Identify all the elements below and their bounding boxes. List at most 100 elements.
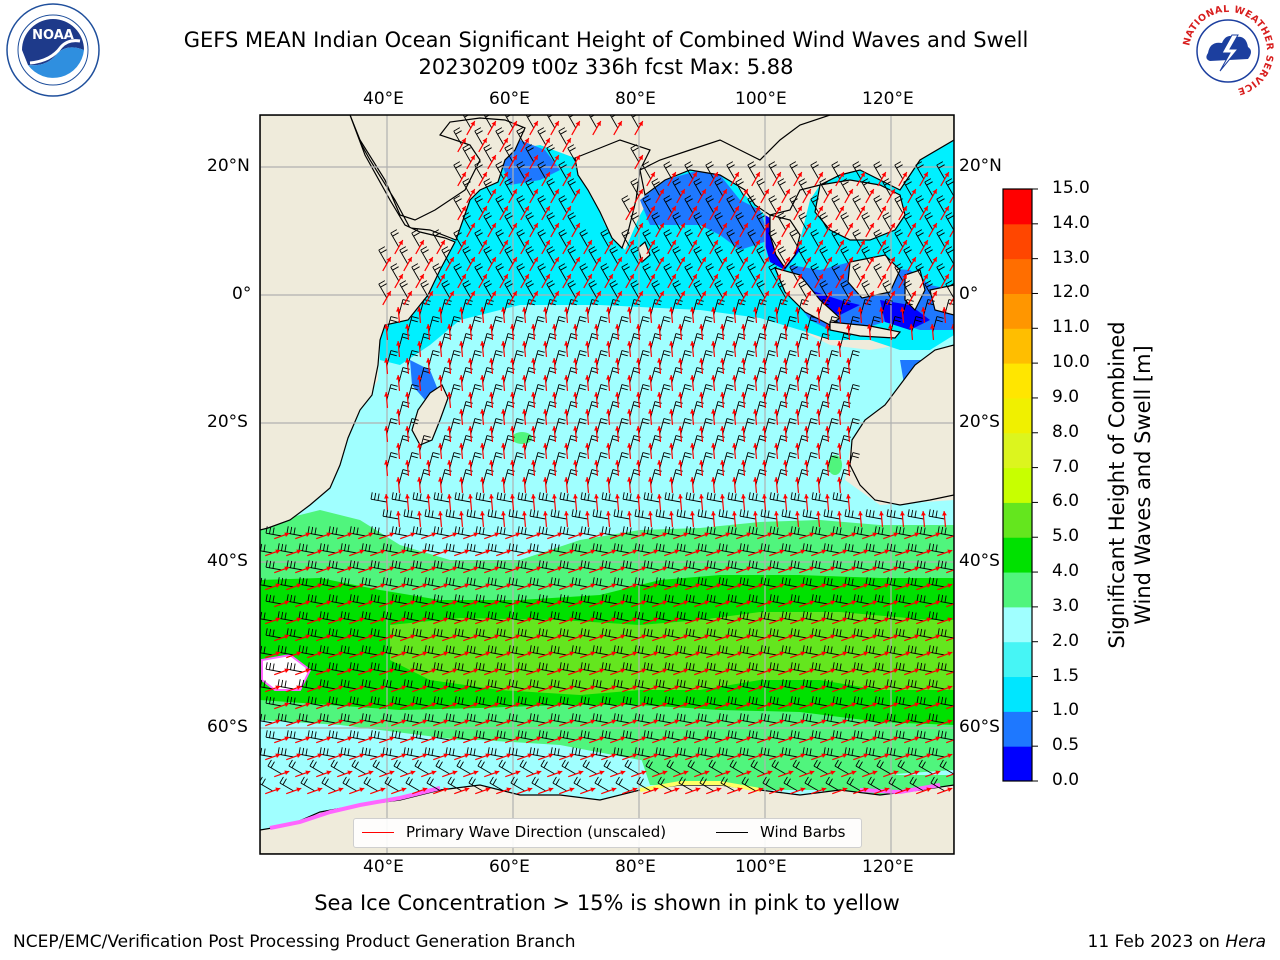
wind-barb-flag (609, 280, 617, 285)
wind-barb-flag (944, 629, 947, 637)
wind-barb-flag (319, 713, 322, 721)
wind-barb-flag (536, 544, 539, 552)
wind-barb-flag (349, 696, 352, 704)
wind-barb-flag (356, 663, 359, 671)
wind-barb-shaft (498, 765, 513, 775)
wind-barb-shaft (487, 651, 504, 656)
wave-arrow-head (722, 189, 727, 195)
wind-barb-flag (888, 776, 893, 784)
wind-barb-flag (664, 628, 667, 636)
wave-arrow-head (461, 206, 466, 212)
wind-barb-shaft (915, 232, 925, 248)
wind-barb-shaft (831, 266, 841, 282)
wind-barb-shaft (349, 702, 366, 707)
wind-barb-flag (566, 493, 569, 501)
wind-barb-shaft (321, 782, 336, 792)
wind-barb-flag (605, 526, 608, 534)
wind-barb-flag (458, 730, 461, 738)
wind-barb-flag (466, 679, 469, 687)
wave-arrow-head (573, 324, 578, 329)
wind-barb-flag (506, 283, 513, 288)
wind-barb-flag (538, 730, 541, 738)
wind-barb-shaft (764, 350, 770, 367)
wind-barb-flag (437, 730, 440, 738)
wind-barb-flag (692, 629, 695, 637)
wind-barb-flag (340, 645, 343, 653)
wind-barb-flag (789, 384, 797, 387)
wind-barb-flag (563, 594, 566, 602)
wind-barb-shaft (340, 617, 357, 622)
wind-barb-flag (454, 696, 457, 704)
wind-barb-shaft (391, 600, 408, 605)
wind-barb-flag (659, 509, 662, 517)
wind-barb-flag (524, 629, 527, 637)
wind-barb-flag (621, 229, 629, 234)
wind-barb-flag (941, 696, 944, 704)
wind-barb-flag (411, 316, 419, 319)
wind-barb-shaft (533, 350, 539, 367)
wind-barb-flag (527, 370, 535, 374)
wind-barb-flag (455, 198, 462, 203)
wind-barb-flag (580, 560, 583, 568)
wind-barb-flag (328, 628, 331, 636)
wind-barb-flag (672, 212, 680, 217)
wind-barb-shaft (495, 198, 505, 214)
wind-barb-flag (370, 730, 373, 738)
wind-barb-flag (601, 628, 604, 636)
wind-barb-flag (470, 645, 473, 653)
wind-barb-flag (608, 629, 611, 637)
wave-arrow-head (944, 206, 949, 212)
wind-barb-flag (902, 629, 905, 637)
wind-barb-shaft (516, 130, 526, 146)
wind-barb-flag (326, 646, 329, 654)
wind-barb-flag (632, 249, 639, 254)
wind-barb-flag (566, 527, 569, 535)
wind-barb-flag (390, 350, 398, 353)
wind-barb-flag (454, 730, 457, 738)
wind-barb-flag (722, 679, 725, 687)
wind-barb-shaft (474, 164, 484, 180)
wind-barb-shaft (496, 600, 513, 605)
wind-barb-shaft (776, 299, 782, 316)
wind-barb-shaft (756, 283, 766, 299)
wind-barb-flag (748, 696, 751, 704)
wave-arrow-head (858, 307, 863, 312)
wave-arrow-head (701, 291, 706, 297)
wind-barb-flag (716, 249, 723, 254)
wind-barb-shaft (907, 515, 924, 520)
wind-barb-flag (584, 526, 587, 534)
wind-barb-flag (779, 472, 787, 476)
wind-barb-flag (848, 645, 851, 653)
wind-barb-flag (685, 594, 688, 602)
wind-barb-flag (710, 560, 713, 568)
wave-arrow-head (384, 324, 389, 329)
wave-arrow-head (468, 324, 473, 329)
wind-barb-flag (795, 761, 800, 768)
wind-barb-flag (307, 730, 310, 738)
wind-barb-flag (494, 421, 502, 425)
wind-barb-flag (783, 776, 788, 784)
wind-barb-flag (571, 543, 574, 551)
wind-barb-shaft (676, 515, 693, 520)
wind-barb-flag (473, 353, 481, 357)
wind-barb-flag (706, 696, 709, 704)
wind-barb-flag (911, 713, 914, 721)
wind-barb-flag (335, 697, 338, 705)
wind-barb-flag (482, 527, 485, 535)
wind-barb-shaft (403, 685, 420, 690)
wind-barb-shaft (307, 668, 324, 673)
wind-barb-shaft (412, 668, 429, 673)
wind-barb-flag (559, 594, 562, 602)
wind-barb-flag (638, 543, 641, 551)
wind-barb-flag (797, 527, 800, 535)
wind-barb-flag (725, 680, 728, 688)
wind-barb-flag (800, 336, 808, 340)
wind-barb-shaft (781, 583, 798, 588)
wind-barb-flag (579, 263, 587, 268)
wind-barb-flag (537, 263, 545, 268)
wind-barb-shaft (739, 549, 756, 554)
wave-arrow-head (396, 307, 401, 312)
wind-barb-shaft (475, 702, 492, 707)
wind-barb-flag (615, 776, 620, 784)
wind-barb-flag (632, 472, 640, 476)
